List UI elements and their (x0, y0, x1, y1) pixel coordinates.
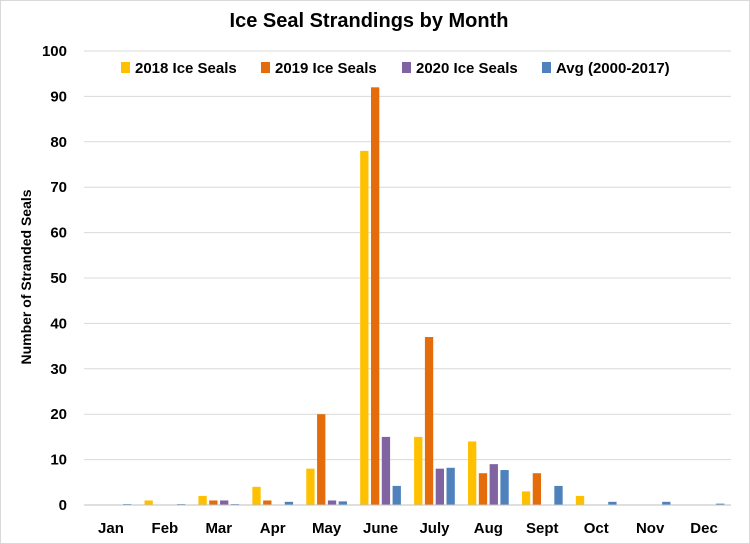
bar-2018-ice-seals-aug (468, 441, 477, 505)
bar-2020-ice-seals-july (435, 468, 445, 505)
y-tick-label: 80 (50, 134, 67, 151)
bar-2019-ice-seals-july (424, 337, 434, 505)
bar-2018-ice-seals-sept (521, 491, 531, 505)
bar-2019-ice-seals-may (317, 414, 326, 505)
y-tick-label: 70 (50, 179, 67, 196)
x-tick-label: Aug (474, 520, 503, 537)
bar-2019-ice-seals-apr (263, 500, 272, 505)
legend-label: Avg (2000-2017) (556, 60, 670, 77)
x-tick-label: Apr (260, 520, 286, 537)
legend-label: 2019 Ice Seals (275, 60, 377, 77)
bar-2019-ice-seals-june (370, 87, 380, 505)
x-tick-label: Nov (636, 520, 665, 537)
legend-label: 2018 Ice Seals (135, 60, 237, 77)
bar-avg-2000-2017-sept (554, 485, 563, 505)
bar-avg-2000-2017-july (446, 467, 455, 505)
bar-avg-2000-2017-nov (662, 501, 671, 505)
bar-avg-2000-2017-aug (500, 470, 509, 505)
y-tick-label: 10 (50, 452, 67, 469)
bar-avg-2000-2017-may (338, 501, 347, 505)
x-tick-label: May (312, 520, 342, 537)
bar-2018-ice-seals-june (360, 150, 369, 505)
bar-2020-ice-seals-june (381, 436, 391, 505)
legend-swatch (542, 62, 551, 73)
chart-title: Ice Seal Strandings by Month (230, 10, 509, 32)
y-tick-label: 50 (50, 270, 67, 287)
bar-2018-ice-seals-feb (144, 500, 153, 505)
bar-2018-ice-seals-mar (198, 495, 207, 505)
y-tick-label: 60 (50, 225, 67, 242)
bar-2020-ice-seals-aug (489, 464, 498, 505)
bars (123, 87, 725, 505)
y-tick-label: 40 (50, 315, 67, 332)
x-tick-label: Feb (152, 520, 179, 537)
x-tick-label: Jan (98, 520, 124, 537)
bar-2019-ice-seals-sept (532, 473, 542, 505)
bar-2020-ice-seals-mar (220, 500, 229, 505)
legend-swatch (402, 62, 411, 73)
bar-2018-ice-seals-may (306, 468, 315, 505)
bar-2020-ice-seals-may (327, 500, 337, 505)
bar-2018-ice-seals-july (414, 436, 423, 505)
y-tick-label: 90 (50, 88, 67, 105)
x-tick-label: Dec (690, 520, 718, 537)
bar-2018-ice-seals-apr (252, 486, 261, 505)
x-tick-label: Sept (526, 520, 559, 537)
y-tick-label: 20 (50, 406, 67, 423)
gridlines (84, 50, 731, 461)
bar-2019-ice-seals-aug (478, 473, 488, 505)
y-tick-label: 30 (50, 361, 67, 378)
y-axis-title: Number of Stranded Seals (18, 189, 34, 364)
bar-avg-2000-2017-apr (284, 501, 294, 505)
bar-avg-2000-2017-june (392, 485, 401, 505)
bar-2018-ice-seals-oct (575, 495, 585, 505)
x-tick-label: Oct (584, 520, 609, 537)
legend-swatch (261, 62, 270, 73)
axes: 0 10 20 30 40 50 60 70 80 90 100 Jan Feb Mar Apr May Jun… (42, 43, 731, 537)
bar-avg-2000-2017-dec (716, 503, 725, 505)
x-tick-label: July (419, 520, 450, 537)
legend: 2018 Ice Seals 2019 Ice Seals 2020 Ice Sea… (121, 60, 670, 77)
bar-2019-ice-seals-mar (209, 500, 218, 505)
legend-swatch (121, 62, 130, 73)
legend-label: 2020 Ice Seals (416, 60, 518, 77)
y-tick-label: 0 (59, 497, 67, 514)
x-tick-label: June (363, 520, 398, 537)
bar-avg-2000-2017-oct (608, 501, 617, 505)
x-tick-label: Mar (205, 520, 232, 537)
y-tick-label: 100 (42, 43, 67, 60)
